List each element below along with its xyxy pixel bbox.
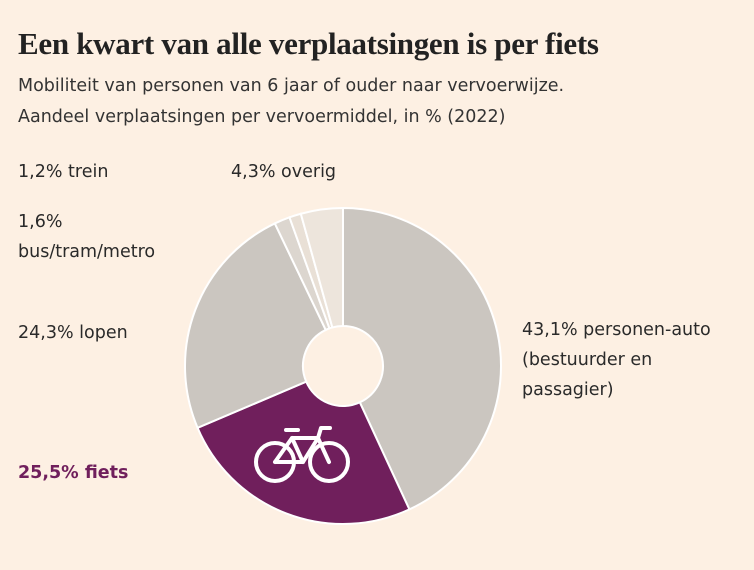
slice-label: 1,2% trein bbox=[18, 157, 218, 187]
category-label: fiets bbox=[84, 463, 129, 483]
bicycle-icon bbox=[254, 426, 350, 483]
value-label: 1,2% bbox=[18, 162, 63, 182]
category-label: trein bbox=[68, 162, 109, 182]
value-label: 25,5% bbox=[18, 463, 79, 483]
slice-label: 43,1% personen-auto (bestuurder en passa… bbox=[522, 315, 722, 405]
value-label: 4,3% bbox=[231, 162, 276, 182]
slice bbox=[342, 206, 502, 511]
chart-title: Een kwart van alle verplaatsingen is per… bbox=[18, 26, 599, 61]
subtitle: Mobiliteit van personen van 6 jaar of ou… bbox=[18, 76, 565, 96]
value-label: 1,6% bbox=[18, 212, 63, 232]
category-label: overig bbox=[281, 162, 337, 182]
slice-label: 24,3% lopen bbox=[18, 318, 218, 348]
category-label: lopen bbox=[79, 323, 128, 343]
slice-label: 25,5% fiets bbox=[18, 458, 218, 488]
value-label: 24,3% bbox=[18, 323, 74, 343]
slice-label: 4,3% overig bbox=[231, 157, 431, 187]
slice bbox=[196, 380, 411, 525]
category-label: bus/tram/metro bbox=[18, 242, 156, 262]
slice bbox=[184, 222, 328, 430]
slice bbox=[299, 206, 344, 329]
slice-label: 1,6% bus/tram/metro bbox=[18, 207, 168, 267]
category-label: personen-auto (bestuurder en passagier) bbox=[522, 320, 711, 400]
value-label: 43,1% bbox=[522, 320, 578, 340]
subtitle: Aandeel verplaatsingen per vervoermiddel… bbox=[18, 107, 506, 127]
